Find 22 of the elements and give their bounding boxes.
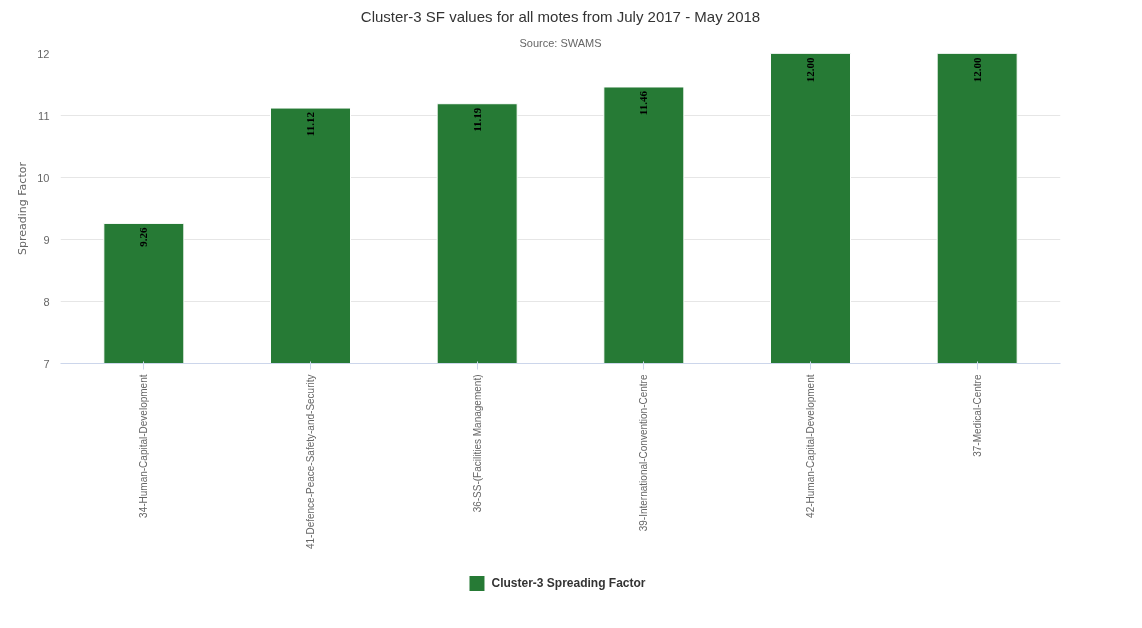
data-label: 12.00: [804, 57, 816, 83]
y-tick-label: 11: [38, 109, 50, 122]
data-label: 9.26: [137, 226, 150, 247]
x-tick-label: 41-Defence-Peace-Safety-and-Security: [305, 374, 316, 550]
data-label: 11.46: [637, 90, 650, 116]
y-tick-label: 12: [37, 47, 50, 60]
data-label: 11.12: [304, 111, 316, 137]
x-tick-label: 42-Human-Capital-Development: [805, 374, 816, 518]
y-axis-title: Spreading Factor: [16, 161, 30, 255]
data-label: 12.00: [970, 57, 983, 83]
x-tick-label: 36-SS-(Facilities Management): [471, 374, 483, 513]
x-tick-label: 34-Human-Capital-Development: [138, 374, 150, 518]
chart-title: Cluster-3 SF values for all motes from July 2017 - May 2018: [360, 7, 761, 25]
legend-label: Cluster-3 Spreading Factor: [491, 576, 646, 590]
x-tick-label: 39-International-Convention-Centre: [638, 374, 650, 532]
chart-subtitle: Source: SWAMS: [519, 36, 602, 49]
y-tick-label: 8: [43, 295, 50, 308]
x-tick-label: 37-Medical-Centre: [971, 374, 983, 457]
y-tick-label: 9: [43, 233, 50, 246]
y-tick-label: 7: [43, 357, 50, 370]
y-tick-label: 10: [37, 171, 50, 184]
data-label: 11.19: [470, 107, 483, 132]
